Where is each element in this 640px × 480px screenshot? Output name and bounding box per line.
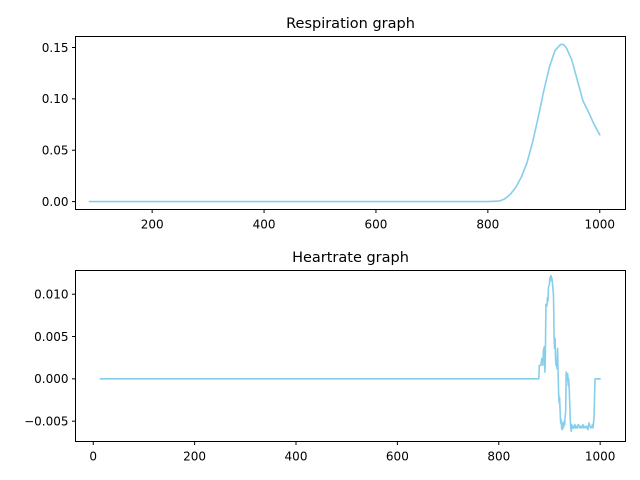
- respiration-title: Respiration graph: [286, 16, 415, 32]
- heartrate-y-axis: −0.005 0.000 0.005 0.010: [24, 288, 76, 428]
- respiration-x-axis: 200 400 600 800 1000: [141, 209, 615, 232]
- heartrate-x-tick-label: 0: [89, 450, 97, 464]
- respiration-x-tick-label: 600: [365, 218, 388, 232]
- respiration-y-tick-label: 0.15: [42, 41, 69, 55]
- heartrate-series-line: [99, 274, 601, 433]
- heartrate-title: Heartrate graph: [292, 250, 409, 266]
- respiration-plot-frame: [75, 36, 626, 210]
- heartrate-y-tick-label: 0.000: [34, 372, 68, 386]
- heartrate-x-tick-label: 1000: [585, 450, 616, 464]
- respiration-x-tick-label: 1000: [584, 218, 615, 232]
- heartrate-y-tick-label: 0.005: [34, 330, 68, 344]
- respiration-x-tick-label: 800: [476, 218, 499, 232]
- respiration-x-tick-label: 200: [141, 218, 164, 232]
- respiration-y-tick-label: 0.00: [42, 195, 69, 209]
- respiration-plot: Respiration graph 200 400 600 800 1000 0.000…: [42, 16, 626, 232]
- respiration-y-tick-label: 0.10: [42, 92, 69, 106]
- heartrate-x-tick-label: 600: [386, 450, 409, 464]
- heartrate-x-tick-label: 800: [487, 450, 510, 464]
- heartrate-y-tick-label: 0.010: [34, 288, 68, 302]
- heartrate-plot: Heartrate graph 0 200 400 600 800 1000 −0.005…: [24, 250, 626, 464]
- heartrate-plot-frame: [75, 270, 626, 442]
- respiration-y-tick-label: 0.05: [42, 144, 69, 158]
- respiration-series-line: [88, 43, 601, 203]
- respiration-x-tick-label: 400: [253, 218, 276, 232]
- heartrate-x-axis: 0 200 400 600 800 1000: [89, 441, 616, 464]
- heartrate-y-tick-label: −0.005: [24, 414, 68, 428]
- respiration-y-axis: 0.00 0.05 0.10 0.15: [42, 41, 76, 209]
- heartrate-x-tick-label: 200: [183, 450, 206, 464]
- heartrate-x-tick-label: 400: [285, 450, 308, 464]
